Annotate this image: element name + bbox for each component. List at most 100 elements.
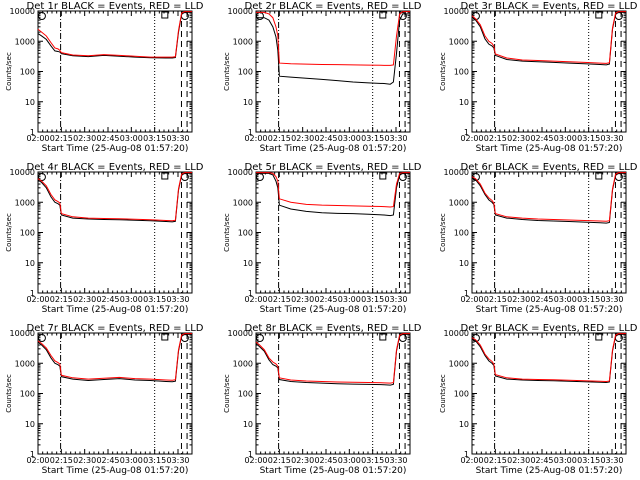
panel-det-3: Det 3r BLACK = Events, RED = LLD 1 10 100 10…	[439, 1, 638, 154]
x-tick-label: 03:00	[338, 456, 361, 465]
y-tick-label: 10	[25, 259, 35, 268]
y-tick-label: 10000	[444, 7, 469, 16]
x-tick-label: 03:30	[600, 456, 623, 465]
x-axis-label: Start Time (25-Aug-08 01:57:20)	[42, 466, 189, 476]
x-tick-label: 03:00	[120, 456, 143, 465]
x-tick-label: 02:30	[291, 456, 314, 465]
x-tick-label: 03:30	[166, 456, 189, 465]
y-tick-label: 100	[238, 390, 253, 399]
y-axis-label: Counts/sec	[439, 52, 447, 91]
y-tick-label: 100	[20, 390, 35, 399]
x-axis-label: Start Time (25-Aug-08 01:57:20)	[476, 144, 623, 154]
flag-square-marker	[379, 11, 387, 19]
x-tick-label: 03:30	[166, 295, 189, 304]
x-tick-label: 02:15	[268, 456, 291, 465]
y-tick-label: 10	[459, 259, 469, 268]
lld-series-line	[471, 333, 626, 382]
y-tick-label: 1000	[233, 359, 253, 368]
y-tick-label: 10000	[10, 329, 35, 338]
x-tick-label: 03:00	[554, 295, 577, 304]
events-series-line	[256, 13, 410, 85]
flag-square-marker	[595, 172, 603, 180]
x-axis-label: Start Time (25-Aug-08 01:57:20)	[260, 305, 407, 315]
lld-series-line	[256, 11, 410, 66]
x-tick-label: 02:45	[530, 295, 553, 304]
y-tick-label: 10	[243, 420, 253, 429]
x-tick-label: 03:00	[120, 295, 143, 304]
x-tick-label: 02:30	[73, 134, 96, 143]
panel-det-5: Det 5r BLACK = Events, RED = LLD 1 10 100 10…	[223, 162, 422, 315]
panel-det-6: Det 6r BLACK = Events, RED = LLD 1 10 100 10…	[439, 162, 638, 315]
x-tick-label: 02:00	[460, 134, 483, 143]
y-axis-label: Counts/sec	[439, 374, 447, 413]
x-tick-label: 03:30	[166, 134, 189, 143]
x-tick-label: 03:30	[384, 134, 407, 143]
y-tick-label: 1000	[449, 37, 469, 46]
x-tick-label: 02:00	[26, 295, 49, 304]
y-tick-label: 1	[30, 450, 35, 459]
x-tick-label: 03:15	[361, 295, 384, 304]
flag-square-marker	[595, 11, 603, 19]
y-tick-label: 1	[248, 289, 253, 298]
x-tick-label: 03:00	[338, 295, 361, 304]
panel-det-4: Det 4r BLACK = Events, RED = LLD 1 10 100 10…	[5, 162, 204, 315]
x-axis-label: Start Time (25-Aug-08 01:57:20)	[476, 466, 623, 476]
x-tick-label: 02:00	[244, 456, 267, 465]
flag-square-marker	[161, 333, 169, 341]
panel-title: Det 4r BLACK = Events, RED = LLD	[27, 162, 204, 173]
y-axis-label: Counts/sec	[5, 374, 13, 413]
x-tick-label: 03:15	[361, 456, 384, 465]
y-tick-label: 1000	[233, 198, 253, 207]
flag-square-marker	[161, 172, 169, 180]
y-tick-label: 10	[243, 98, 253, 107]
x-tick-label: 03:00	[554, 456, 577, 465]
x-tick-label: 02:30	[507, 456, 530, 465]
x-tick-label: 03:15	[143, 295, 166, 304]
y-axis-label: Counts/sec	[223, 213, 231, 252]
panel-det-9: Det 9r BLACK = Events, RED = LLD 1 10 100 10…	[439, 323, 638, 476]
x-tick-label: 02:45	[314, 456, 337, 465]
x-tick-label: 02:00	[26, 134, 49, 143]
y-tick-label: 100	[454, 68, 469, 77]
flag-square-marker	[595, 333, 603, 341]
x-tick-label: 02:30	[291, 295, 314, 304]
x-tick-label: 02:00	[26, 456, 49, 465]
y-tick-label: 100	[238, 68, 253, 77]
x-tick-label: 03:30	[384, 295, 407, 304]
flag-square-marker	[379, 333, 387, 341]
x-tick-label: 02:00	[460, 456, 483, 465]
y-axis-label: Counts/sec	[439, 213, 447, 252]
x-tick-label: 02:15	[484, 295, 507, 304]
x-tick-label: 02:45	[530, 456, 553, 465]
panel-title: Det 3r BLACK = Events, RED = LLD	[461, 1, 638, 12]
x-tick-label: 02:45	[96, 295, 119, 304]
x-tick-label: 03:15	[143, 456, 166, 465]
x-axis-label: Start Time (25-Aug-08 01:57:20)	[476, 305, 623, 315]
x-tick-label: 03:00	[338, 134, 361, 143]
x-tick-label: 02:15	[268, 134, 291, 143]
y-tick-label: 1000	[449, 198, 469, 207]
y-tick-label: 1	[30, 289, 35, 298]
x-tick-label: 02:15	[50, 456, 73, 465]
x-tick-label: 02:45	[314, 134, 337, 143]
panel-title: Det 8r BLACK = Events, RED = LLD	[245, 323, 422, 334]
x-tick-label: 02:30	[507, 134, 530, 143]
panel-det-2: Det 2r BLACK = Events, RED = LLD 1 10 100 10…	[223, 1, 422, 154]
y-tick-label: 10000	[444, 168, 469, 177]
x-tick-label: 02:45	[96, 456, 119, 465]
panel-title: Det 6r BLACK = Events, RED = LLD	[461, 162, 638, 173]
x-tick-label: 02:15	[484, 134, 507, 143]
x-tick-label: 02:15	[50, 295, 73, 304]
lld-series-line	[471, 11, 626, 64]
flag-circle-marker	[255, 334, 264, 342]
y-tick-label: 1	[248, 450, 253, 459]
panel-det-7: Det 7r BLACK = Events, RED = LLD 1 10 100 10…	[5, 323, 204, 476]
y-tick-label: 1	[464, 289, 469, 298]
x-tick-label: 02:45	[314, 295, 337, 304]
panel-title: Det 1r BLACK = Events, RED = LLD	[27, 1, 204, 12]
flag-square-marker	[379, 172, 387, 180]
y-tick-label: 100	[20, 68, 35, 77]
x-tick-label: 03:30	[600, 134, 623, 143]
y-tick-label: 100	[454, 390, 469, 399]
